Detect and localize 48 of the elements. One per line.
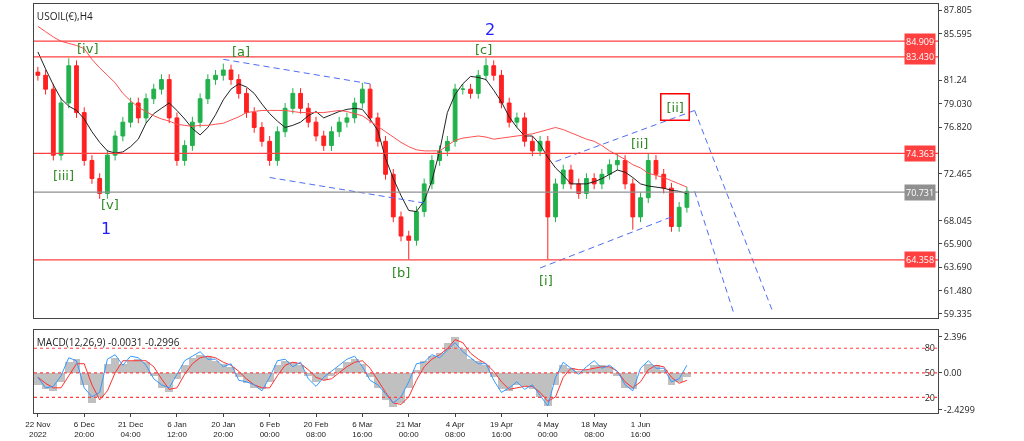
x-tick-label: 4 May 00:00: [536, 419, 559, 439]
x-tick-label: 18 May 08:00: [581, 419, 608, 439]
annotation: [a]: [232, 44, 251, 59]
annotation: [i]: [539, 273, 553, 288]
x-tick-label: 1 Jun 16:00: [630, 419, 652, 439]
annotation: [b]: [392, 265, 411, 280]
x-tick-label: 6 Dec 20:00: [73, 419, 95, 439]
annotation: [ii]: [666, 99, 684, 115]
x-tick-label: 20 Jan 20:00: [211, 419, 236, 439]
text: MACD(12,26,9) -0.0031 -0.2996: [36, 335, 180, 349]
ref-line-label: 83.430: [906, 50, 935, 63]
y2-tick-label: 80: [924, 341, 935, 355]
ref-line-label: 74.363: [906, 147, 935, 160]
y-tick-label: 61.480: [943, 283, 972, 297]
y-tick-label: 0.00: [943, 365, 962, 379]
y-tick-label: 59.335: [943, 306, 972, 320]
y-tick-label: 87.805: [943, 3, 972, 17]
x-tick-label: 21 Dec 04:00: [117, 419, 144, 439]
x-tick-label: 22 Nov 2022: [25, 419, 51, 439]
annotation: 1: [101, 219, 112, 238]
x-tick-label: 20 Feb 08:00: [303, 419, 330, 439]
annotation: [v]: [101, 197, 119, 212]
y-tick-label: 76.820: [943, 120, 972, 134]
y2-tick-label: 50: [924, 365, 935, 379]
y-tick-label: -2.4299: [943, 402, 975, 416]
annotation: [ii]: [631, 136, 649, 151]
annotation: [c]: [475, 42, 493, 57]
annotation: [iv]: [77, 41, 99, 56]
y-tick-label: 81.24: [943, 73, 967, 87]
y-tick-label: 72.465: [943, 166, 972, 180]
x-tick-label: 19 Apr 16:00: [489, 419, 514, 439]
x-tick-label: 6 Feb 00:00: [259, 419, 281, 439]
annotation: [iii]: [53, 168, 74, 183]
ref-line-label: 84.909: [906, 35, 935, 48]
x-tick-label: 6 Jan 12:00: [166, 419, 188, 439]
y-tick-label: 65.900: [943, 236, 972, 250]
annotation: 2: [485, 20, 496, 39]
x-tick-label: 4 Apr 08:00: [445, 419, 466, 439]
y-tick-label: 79.030: [943, 96, 972, 110]
ref-line-label: 64.358: [906, 253, 935, 266]
y-tick-label: 68.045: [943, 213, 972, 227]
text: USOIL(€),H4: [36, 9, 94, 23]
y-tick-label: 63.690: [943, 260, 972, 274]
x-tick-label: 21 Mar 00:00: [396, 419, 422, 439]
y-tick-label: 2.396: [943, 329, 967, 343]
x-tick-label: 6 Mar 16:00: [352, 419, 373, 439]
y-tick-label: 85.595: [943, 27, 972, 41]
ref-line-label: 70.731: [906, 186, 935, 199]
